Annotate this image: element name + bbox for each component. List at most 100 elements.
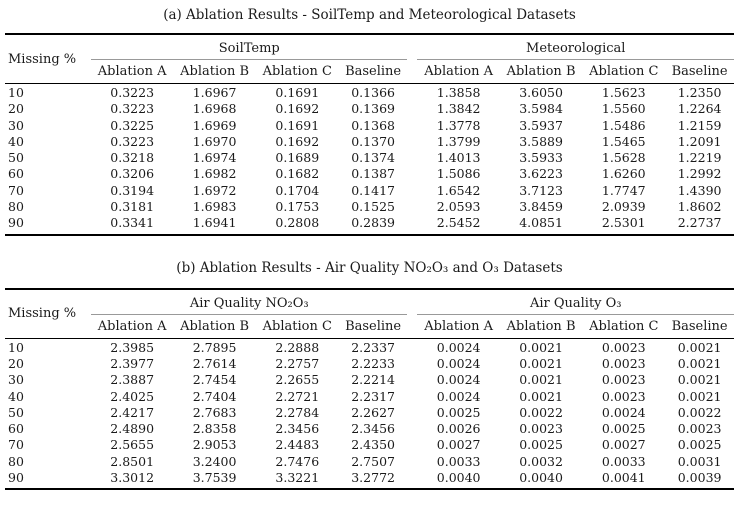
- table-row: 60 0.3206 1.6982 0.1682 0.1387 1.5086 3.6223 1.…: [5, 166, 734, 182]
- cell-value: 0.3223: [110, 101, 155, 117]
- cell-value: 0.3223: [110, 133, 155, 149]
- cell-value: 0.0021: [677, 372, 722, 388]
- cell-value: 0.0021: [677, 388, 722, 404]
- table-row: 30 0.3225 1.6969 0.1691 0.1368 1.3778 3.5937 1.…: [5, 118, 734, 134]
- group-header-row: Missing % Air Quality NO₂O₃ Air Quality …: [5, 288, 734, 339]
- cell-value: 1.6968: [192, 101, 237, 117]
- column-gap: [407, 338, 417, 356]
- table-row: 90 0.3341 1.6941 0.2808 0.2839 2.5452 4.0851 2.…: [5, 215, 734, 234]
- cell-value: 0.3223: [110, 85, 155, 100]
- cell-value: 2.3887: [110, 372, 155, 388]
- column-gap: [407, 405, 417, 421]
- cell-value: 2.3456: [351, 421, 395, 437]
- cell-value: 3.5984: [519, 101, 563, 117]
- cell-value: 3.6223: [519, 166, 563, 182]
- column-gap: [407, 389, 417, 405]
- column-gap: [407, 34, 418, 84]
- cell-missing-pct: 60: [8, 166, 24, 182]
- cell-value: 3.5889: [519, 133, 563, 149]
- cell-value: 2.4890: [110, 421, 155, 437]
- missing-pct-header: Missing %: [5, 288, 91, 339]
- column-header: Baseline: [665, 59, 734, 84]
- cell-value: 0.0024: [436, 355, 481, 371]
- cell-value: 2.2784: [275, 404, 320, 420]
- column-gap: [407, 437, 417, 453]
- cell-value: 1.5623: [601, 85, 646, 100]
- cell-value: 2.4350: [351, 437, 395, 453]
- cell-value: 2.0939: [601, 199, 646, 215]
- cell-value: 1.5560: [601, 101, 646, 117]
- cell-value: 2.9053: [192, 437, 237, 453]
- cell-value: 1.2350: [677, 85, 722, 100]
- table-row: 70 2.5655 2.9053 2.4483 2.4350 0.0027 0.0025 0.…: [5, 437, 734, 453]
- cell-value: 0.0025: [436, 404, 481, 420]
- cell-missing-pct: 40: [8, 388, 24, 404]
- table-row: 20 2.3977 2.7614 2.2757 2.2233 0.0024 0.0021 0.…: [5, 356, 734, 372]
- cell-value: 2.3977: [110, 355, 155, 371]
- column-gap: [407, 150, 417, 166]
- cell-value: 1.6260: [601, 166, 646, 182]
- cell-value: 0.0024: [436, 339, 481, 355]
- table-row: 70 0.3194 1.6972 0.1704 0.1417 1.6542 3.7123 1.…: [5, 183, 734, 199]
- column-gap: [407, 288, 418, 339]
- cell-value: 0.0041: [601, 470, 646, 486]
- cell-value: 2.7614: [192, 355, 237, 371]
- cell-missing-pct: 50: [8, 150, 24, 166]
- column-gap: [407, 372, 417, 388]
- group-header-meteorological: Meteorological: [417, 34, 734, 60]
- table-row: 40 2.4025 2.7404 2.2721 2.2317 0.0024 0.0021 0.…: [5, 389, 734, 405]
- cell-value: 0.3225: [110, 117, 155, 133]
- column-header: Ablation C: [582, 314, 666, 339]
- cell-value: 1.6542: [436, 182, 481, 198]
- column-gap: [407, 470, 417, 489]
- cell-value: 0.0025: [519, 437, 563, 453]
- cell-value: 2.4217: [110, 404, 155, 420]
- cell-value: 3.5937: [519, 117, 563, 133]
- cell-value: 0.0023: [601, 388, 646, 404]
- cell-missing-pct: 90: [8, 470, 24, 486]
- column-header: Ablation C: [255, 314, 339, 339]
- column-gap: [407, 356, 417, 372]
- table-row: 40 0.3223 1.6970 0.1692 0.1370 1.3799 3.5889 1.…: [5, 134, 734, 150]
- cell-value: 0.1682: [275, 166, 320, 182]
- cell-value: 0.0026: [436, 421, 481, 437]
- cell-value: 0.1691: [275, 85, 320, 100]
- cell-value: 3.2772: [351, 470, 395, 486]
- cell-value: 0.0033: [436, 453, 481, 469]
- table-b-header: Missing % Air Quality NO₂O₃ Air Quality …: [5, 288, 734, 339]
- cell-value: 1.7747: [601, 182, 646, 198]
- table-row: 10 2.3985 2.7895 2.2888 2.2337 0.0024 0.0021 0.…: [5, 338, 734, 356]
- cell-value: 3.2400: [192, 453, 237, 469]
- table-a-body: 10 0.3223 1.6967 0.1691 0.1366 1.3858 3.6050 1.…: [5, 84, 734, 235]
- column-header: Baseline: [338, 314, 408, 339]
- cell-value: 1.3858: [436, 85, 481, 100]
- cell-missing-pct: 20: [8, 355, 24, 371]
- column-header: Ablation C: [582, 59, 666, 84]
- cell-missing-pct: 80: [8, 199, 24, 215]
- cell-value: 1.8602: [677, 199, 722, 215]
- cell-value: 0.0021: [519, 339, 563, 355]
- column-gap: [407, 166, 417, 182]
- cell-value: 0.2808: [275, 215, 320, 231]
- cell-value: 0.0023: [601, 372, 646, 388]
- cell-value: 0.3341: [110, 215, 155, 231]
- cell-value: 0.1689: [275, 150, 320, 166]
- cell-value: 2.2214: [351, 372, 395, 388]
- table-row: 80 2.8501 3.2400 2.7476 2.7507 0.0033 0.0032 0.…: [5, 454, 734, 470]
- cell-value: 2.4483: [275, 437, 320, 453]
- cell-value: 0.0024: [436, 372, 481, 388]
- cell-value: 0.1368: [351, 117, 395, 133]
- cell-value: 2.3456: [275, 421, 320, 437]
- cell-value: 0.0021: [519, 372, 563, 388]
- column-header: Ablation A: [91, 314, 174, 339]
- cell-value: 2.2737: [677, 215, 722, 231]
- table-row: 50 0.3218 1.6974 0.1689 0.1374 1.4013 3.5933 1.…: [5, 150, 734, 166]
- table-row: 20 0.3223 1.6968 0.1692 0.1369 1.3842 3.5984 1.…: [5, 101, 734, 117]
- column-header: Ablation B: [173, 314, 256, 339]
- column-gap: [407, 215, 417, 234]
- table-a-header: Missing % SoilTemp Meteorological Ablati…: [5, 34, 734, 84]
- cell-value: 2.7476: [275, 453, 320, 469]
- cell-value: 0.0031: [677, 453, 722, 469]
- cell-value: 0.1704: [275, 182, 320, 198]
- column-gap: [407, 134, 417, 150]
